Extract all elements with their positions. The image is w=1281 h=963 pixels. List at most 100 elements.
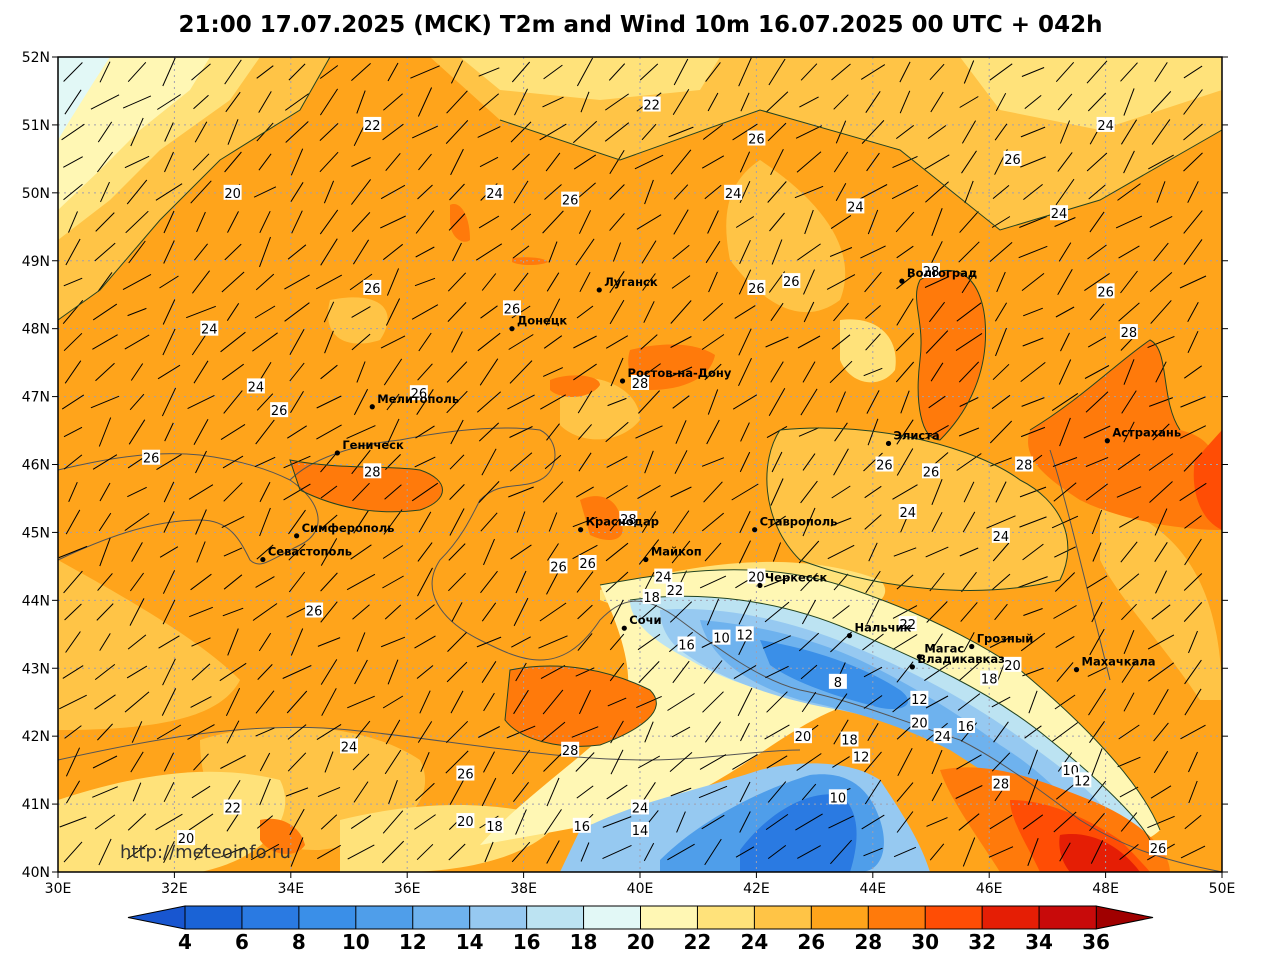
wind-barb: [797, 845, 821, 859]
wind-barb: [699, 754, 727, 770]
wind-barb: [896, 274, 914, 290]
colorbar-label: 26: [797, 930, 825, 954]
wind-barb: [477, 126, 501, 138]
wind-barb: [1090, 840, 1104, 864]
wind-barb: [356, 632, 366, 652]
wind-barb: [991, 573, 1011, 591]
wind-barb: [1118, 724, 1140, 740]
city-marker: Владикавказ: [909, 652, 1005, 670]
wind-barb: [511, 61, 531, 83]
wind-barb: [609, 662, 625, 682]
wind-barb: [386, 393, 400, 411]
wind-barb: [669, 601, 693, 623]
wind-barb: [320, 238, 338, 266]
wind-barb: [991, 752, 1011, 772]
contour-label: 20: [456, 813, 475, 830]
city-marker: Геническ: [334, 438, 404, 456]
contour-label: 28: [1119, 324, 1138, 341]
wind-barb: [892, 484, 918, 500]
wind-barb: [159, 275, 179, 289]
contour-label-text: 22: [899, 618, 916, 633]
wind-barb: [701, 814, 725, 830]
wind-barb: [350, 544, 372, 560]
colorbar-swatch: [583, 905, 642, 930]
wind-barb: [163, 481, 175, 503]
wind-barb: [452, 242, 462, 262]
wind-barb: [931, 208, 943, 236]
wind-barb: [285, 93, 309, 111]
wind-barb: [925, 546, 949, 558]
wind-barb: [319, 151, 339, 173]
wind-barb: [704, 838, 722, 866]
contour-label-text: 12: [853, 751, 870, 766]
wind-barb: [64, 603, 82, 621]
contour-label-text: 20: [795, 730, 812, 745]
wind-barb: [99, 633, 111, 651]
city-marker: Краснодар: [578, 515, 659, 533]
wind-barb: [65, 509, 81, 535]
wind-barb: [1054, 217, 1076, 227]
wind-barb: [354, 659, 368, 685]
wind-barb: [346, 573, 376, 591]
wind-barb: [892, 634, 918, 650]
wind-barb: [255, 690, 275, 714]
contour-label: 26: [782, 273, 801, 290]
wind-barb: [161, 387, 177, 417]
wind-barb: [669, 752, 693, 772]
lat-tick-label: 46N: [22, 458, 50, 474]
wind-barb: [285, 787, 309, 797]
wind-barb: [798, 632, 820, 652]
lat-tick-label: 47N: [22, 390, 50, 406]
wind-barb: [673, 209, 689, 235]
city-marker: Грозный: [969, 632, 1033, 650]
wind-barb: [513, 180, 529, 204]
wind-barb: [415, 782, 435, 802]
wind-barb: [673, 184, 689, 200]
wind-barb: [1149, 481, 1173, 503]
wind-barb: [1188, 751, 1198, 773]
colorbar-label: 10: [342, 930, 370, 954]
wind-barb: [865, 305, 881, 319]
wind-barb: [448, 843, 466, 861]
wind-barb: [1020, 126, 1046, 138]
wind-barb: [259, 752, 271, 772]
contour-label-text: 24: [725, 187, 742, 202]
contour-label-bg: [502, 300, 521, 316]
wind-barb: [221, 846, 245, 858]
wind-barb: [511, 841, 531, 863]
wind-barb: [352, 239, 370, 265]
city-label: Магас: [924, 642, 964, 656]
wind-barb: [1156, 181, 1166, 203]
wind-barb: [928, 395, 946, 409]
wind-barb: [509, 452, 533, 472]
city-label: Донецк: [517, 314, 567, 328]
wind-barb: [896, 298, 914, 326]
wind-barb: [925, 181, 949, 203]
contour-label-text: 26: [143, 452, 160, 467]
wind-barb: [1121, 603, 1137, 621]
city-markers: Луганск Донецк Волгоград Ростов-на-Дону Мели…: [260, 266, 1181, 673]
contour-label: 26: [1148, 840, 1167, 857]
city-marker: Ростов-на-Дону: [619, 366, 732, 384]
wind-barb: [992, 185, 1010, 199]
city-marker: Черкесск: [757, 570, 827, 588]
contour-label-text: 20: [911, 717, 928, 732]
wind-barb: [481, 661, 497, 683]
contour-label-bg: [840, 731, 859, 747]
contour-label-bg: [852, 748, 871, 764]
wind-barb: [478, 726, 500, 738]
wind-barb: [667, 843, 695, 861]
wind-barb: [960, 602, 978, 622]
wind-barb: [255, 727, 275, 737]
city-label: Волгоград: [907, 266, 977, 280]
wind-barb: [186, 305, 216, 319]
wind-barb: [1121, 390, 1137, 414]
wind-barb: [288, 509, 306, 535]
contour-label-bg: [1096, 283, 1115, 299]
contour-label-bg: [724, 184, 743, 200]
colorbar-label: 36: [1082, 930, 1110, 954]
wind-barb: [64, 360, 82, 384]
wind-barb: [290, 148, 304, 176]
wind-barb: [931, 749, 943, 775]
wind-barb: [575, 667, 595, 677]
